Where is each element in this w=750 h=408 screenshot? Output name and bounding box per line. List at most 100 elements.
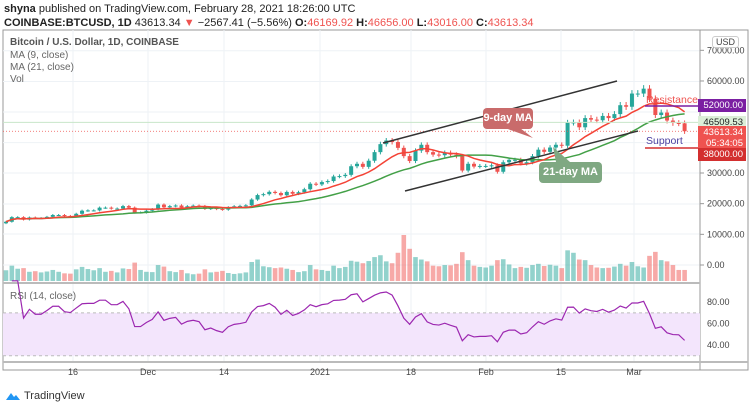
candle-body bbox=[413, 150, 418, 162]
candle-body bbox=[302, 189, 307, 193]
time-tick-label: Feb bbox=[478, 367, 494, 377]
candle-body bbox=[273, 191, 278, 193]
candle-body bbox=[278, 192, 283, 196]
candle-body bbox=[618, 105, 623, 115]
volume-bar bbox=[500, 259, 506, 281]
legend-vol[interactable]: Vol bbox=[10, 74, 24, 85]
candle-body bbox=[419, 144, 424, 151]
price-tick-label: 30000.00 bbox=[707, 168, 745, 178]
candle-body bbox=[243, 205, 248, 207]
volume-bar bbox=[190, 274, 196, 281]
volume-bar bbox=[430, 265, 436, 281]
volume-bar bbox=[612, 266, 617, 281]
volume-bar bbox=[62, 273, 67, 281]
publisher: shyna bbox=[4, 3, 36, 15]
candle-body bbox=[501, 162, 506, 172]
volume-bar bbox=[313, 269, 319, 281]
volume-bar bbox=[366, 261, 371, 281]
candle-body bbox=[62, 215, 67, 217]
candle-body bbox=[553, 144, 558, 148]
candle-body bbox=[612, 114, 617, 119]
candle-body bbox=[314, 183, 319, 185]
candle-body bbox=[4, 221, 8, 224]
volume-bar bbox=[378, 255, 383, 281]
candle-body bbox=[466, 163, 471, 171]
ma21-annotation: 21-day MA bbox=[539, 162, 602, 183]
price-tick-label: 10000.00 bbox=[707, 229, 745, 239]
rsi-band bbox=[3, 312, 700, 356]
volume-bar bbox=[588, 265, 594, 281]
legend-ma21[interactable]: MA (21, close) bbox=[10, 62, 74, 73]
candle-body bbox=[349, 166, 354, 175]
volume-bar bbox=[266, 267, 272, 281]
candle-body bbox=[220, 209, 225, 211]
tradingview-logo[interactable]: TradingView bbox=[5, 390, 85, 402]
volume-bar bbox=[73, 269, 79, 281]
volume-bar bbox=[255, 259, 260, 281]
candle-body bbox=[536, 149, 541, 157]
legend-ma9[interactable]: MA (9, close) bbox=[10, 50, 69, 61]
support-price-tag: 38000.00 bbox=[698, 148, 746, 161]
volume-bar bbox=[155, 265, 161, 281]
bar-countdown: 05:34:05 bbox=[706, 138, 743, 149]
volume-bar bbox=[272, 268, 278, 281]
candle-body bbox=[460, 156, 465, 171]
volume-bar bbox=[676, 269, 682, 281]
candle-body bbox=[44, 216, 49, 219]
candle-body bbox=[360, 163, 365, 167]
volume-bar bbox=[249, 261, 254, 281]
volume-bar bbox=[407, 248, 412, 281]
volume-bar bbox=[173, 272, 178, 281]
volume-bar bbox=[413, 257, 418, 281]
candle-body bbox=[507, 159, 512, 163]
candle-body bbox=[132, 207, 137, 213]
volume-bar bbox=[594, 267, 600, 281]
volume-bar bbox=[383, 261, 389, 281]
volume-bar bbox=[302, 271, 307, 281]
candle-body bbox=[91, 210, 96, 212]
candle-body bbox=[238, 205, 242, 207]
volume-bar bbox=[483, 267, 488, 281]
candle-body bbox=[489, 165, 494, 167]
brand-name: TradingView bbox=[24, 390, 85, 402]
candle-body bbox=[97, 207, 102, 211]
volume-bar bbox=[208, 272, 214, 281]
volume-bar bbox=[214, 271, 219, 281]
volume-bar bbox=[664, 261, 670, 281]
candle-body bbox=[436, 154, 441, 156]
volume-bar bbox=[629, 261, 635, 281]
close-value: 43613.34 bbox=[487, 17, 534, 29]
candle-body bbox=[261, 194, 266, 196]
candle-body bbox=[682, 123, 687, 132]
volume-bar bbox=[161, 266, 167, 281]
candle-body bbox=[395, 142, 400, 148]
candle-body bbox=[431, 152, 436, 155]
candle-body bbox=[577, 122, 582, 128]
volume-bar bbox=[15, 268, 20, 281]
down-arrow-icon: ▼ bbox=[183, 17, 195, 29]
volume-bar bbox=[436, 266, 442, 281]
volume-bar bbox=[103, 271, 108, 281]
volume-bar bbox=[290, 269, 295, 281]
time-tick-label: 14 bbox=[219, 367, 229, 377]
time-tick-label: Mar bbox=[626, 367, 642, 377]
candle-body bbox=[366, 160, 371, 167]
ma9-callout-pointer bbox=[505, 128, 533, 138]
candle-body bbox=[670, 120, 675, 123]
candle-body bbox=[635, 93, 640, 95]
candle-body bbox=[109, 207, 114, 209]
candle-body bbox=[296, 192, 301, 194]
candle-body bbox=[156, 204, 161, 210]
candle-body bbox=[442, 152, 447, 156]
volume-bar bbox=[460, 252, 465, 281]
volume-bar bbox=[506, 264, 512, 281]
candle-body bbox=[74, 213, 79, 217]
volume-bar bbox=[641, 267, 646, 281]
currency-label[interactable]: USD bbox=[712, 36, 740, 48]
volume-bar bbox=[9, 265, 15, 281]
symbol-line: COINBASE:BTCUSD, 1D 43613.34 ▼ −2567.41 … bbox=[4, 17, 534, 29]
volume-bar bbox=[149, 272, 155, 281]
volume-bar bbox=[559, 268, 565, 281]
legend-rsi[interactable]: RSI (14, close) bbox=[10, 291, 77, 302]
